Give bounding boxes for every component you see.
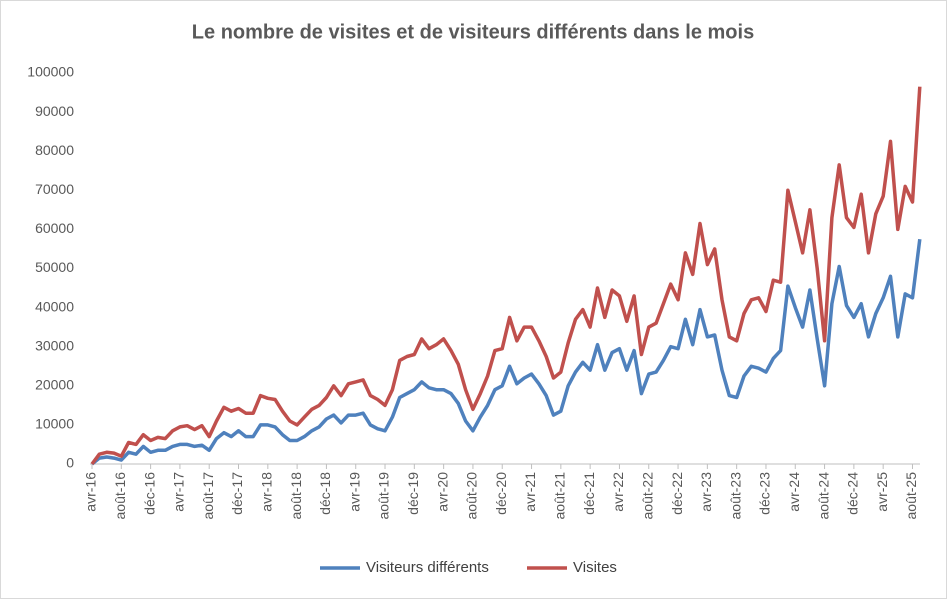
x-tick-label: août-19: [376, 472, 392, 520]
x-tick-label: avr-24: [786, 472, 802, 512]
x-tick-label: août-23: [727, 472, 743, 520]
x-tick-label: août-22: [639, 472, 655, 520]
y-tick-label: 90000: [35, 103, 74, 119]
x-tick-label: août-24: [815, 472, 831, 520]
x-tick-label: déc-17: [229, 472, 245, 515]
x-tick-label: déc-22: [669, 472, 685, 515]
x-tick-label: août-25: [903, 472, 919, 520]
series-line: [90, 238, 922, 466]
x-tick-label: déc-21: [581, 472, 597, 515]
x-tick-label: avr-21: [522, 472, 538, 512]
y-tick-label: 20000: [35, 377, 74, 393]
x-tick-label: avr-18: [259, 472, 275, 512]
x-tick-label: avr-25: [874, 472, 890, 512]
y-tick-label: 60000: [35, 220, 74, 236]
x-tick-label: août-17: [200, 472, 216, 520]
y-tick-label: 40000: [35, 298, 74, 314]
x-tick-label: avr-22: [610, 472, 626, 512]
series-line: [90, 86, 922, 466]
x-tick-label: déc-23: [757, 472, 773, 515]
x-tick-label: avr-19: [346, 472, 362, 512]
x-tick-label: avr-23: [698, 472, 714, 512]
x-tick-label: avr-20: [434, 472, 450, 512]
x-tick-label: avr-17: [171, 472, 187, 512]
legend-label: Visiteurs différents: [366, 559, 489, 576]
x-tick-label: déc-16: [141, 472, 157, 515]
y-tick-label: 10000: [35, 416, 74, 432]
x-tick-label: déc-24: [845, 472, 861, 515]
y-tick-label: 0: [66, 455, 74, 471]
legend-label: Visites: [573, 559, 617, 576]
y-tick-label: 50000: [35, 259, 74, 275]
x-tick-label: août-16: [112, 472, 128, 520]
x-tick-label: août-18: [288, 472, 304, 520]
chart-title: Le nombre de visites et de visiteurs dif…: [192, 21, 754, 43]
x-tick-label: août-20: [464, 472, 480, 520]
y-tick-label: 80000: [35, 142, 74, 158]
y-tick-label: 30000: [35, 337, 74, 353]
x-tick-label: août-21: [552, 472, 568, 520]
x-tick-label: déc-20: [493, 472, 509, 515]
y-tick-label: 70000: [35, 181, 74, 197]
y-tick-label: 100000: [27, 64, 74, 80]
x-tick-label: avr-16: [83, 472, 99, 512]
x-tick-label: déc-18: [317, 472, 333, 515]
x-tick-label: déc-19: [405, 472, 421, 515]
